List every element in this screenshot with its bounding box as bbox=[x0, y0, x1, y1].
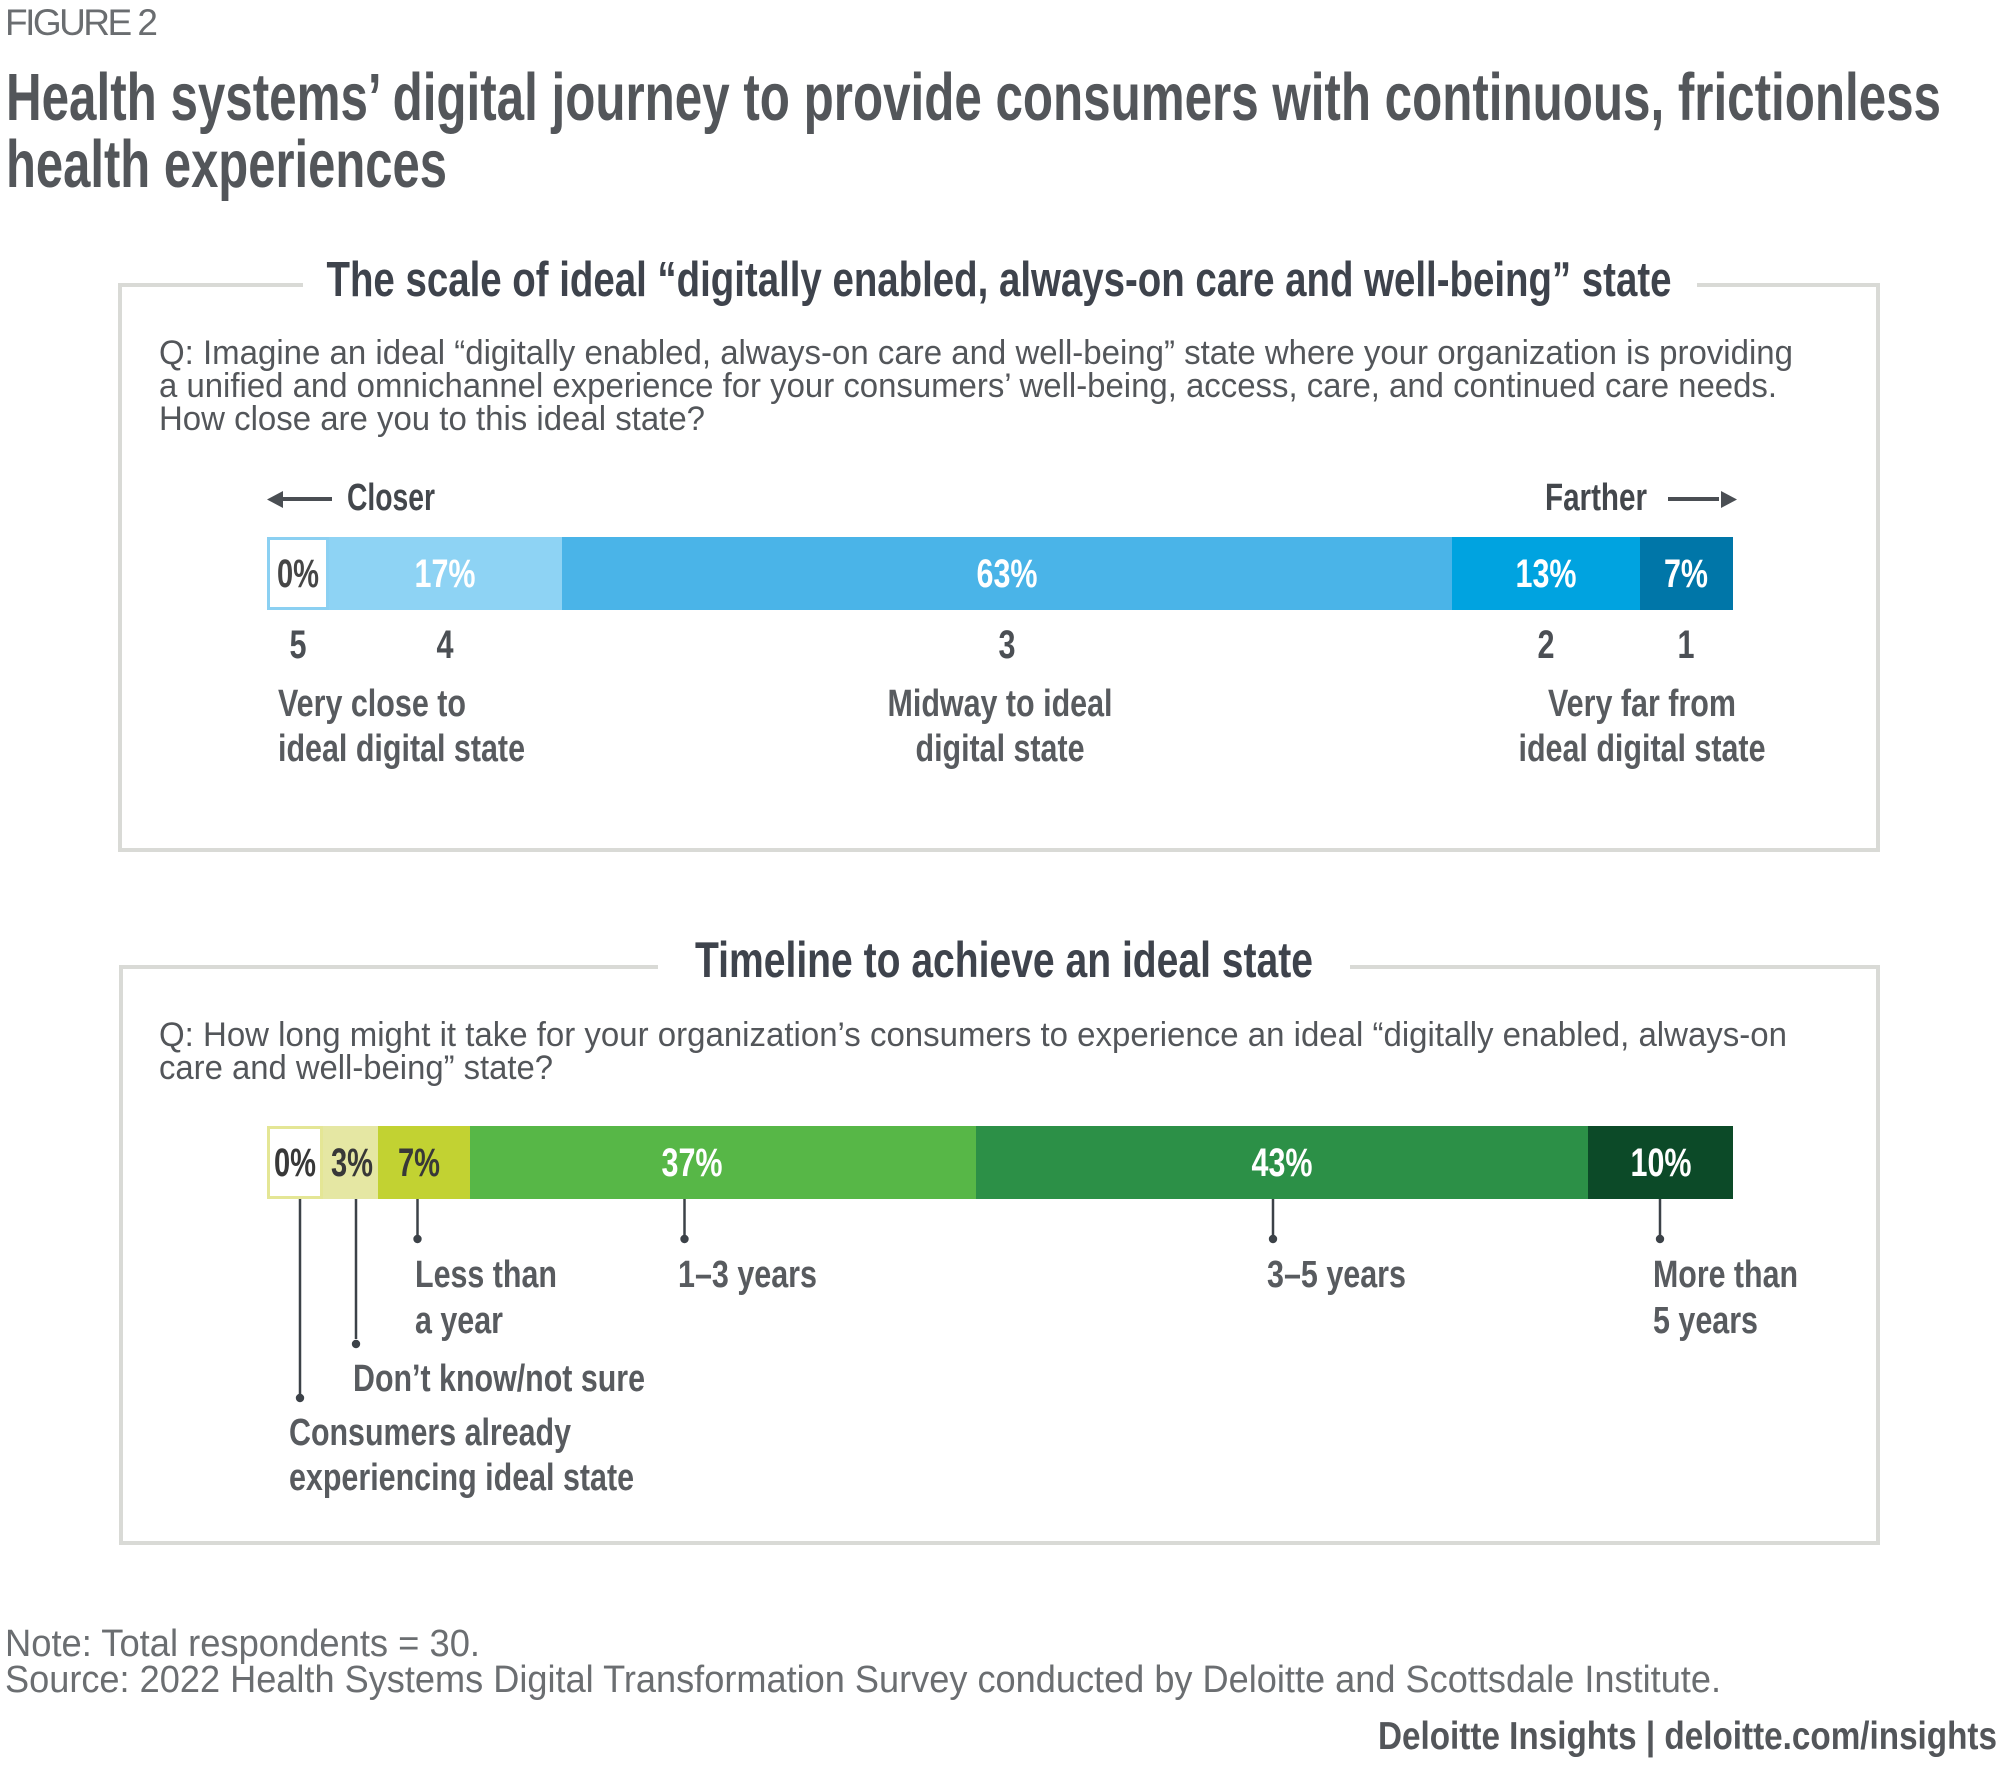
svg-text:0%: 0% bbox=[274, 1141, 316, 1185]
svg-text:FIGURE 2: FIGURE 2 bbox=[5, 2, 158, 43]
svg-text:experiencing ideal state: experiencing ideal state bbox=[289, 1457, 634, 1499]
svg-text:1: 1 bbox=[1678, 623, 1695, 667]
svg-text:Farther: Farther bbox=[1545, 477, 1647, 519]
svg-text:a year: a year bbox=[415, 1300, 503, 1342]
svg-text:43%: 43% bbox=[1252, 1141, 1313, 1185]
svg-text:3–5 years: 3–5 years bbox=[1267, 1254, 1406, 1296]
svg-text:More than: More than bbox=[1653, 1254, 1798, 1296]
svg-text:The scale of ideal “digitally: The scale of ideal “digitally enabled, a… bbox=[327, 253, 1672, 307]
svg-text:Don’t know/not sure: Don’t know/not sure bbox=[353, 1358, 645, 1400]
svg-text:7%: 7% bbox=[398, 1141, 440, 1185]
svg-text:4: 4 bbox=[437, 623, 455, 667]
svg-text:digital state: digital state bbox=[916, 728, 1085, 770]
svg-text:health experiences: health experiences bbox=[6, 127, 447, 202]
svg-text:5 years: 5 years bbox=[1653, 1300, 1758, 1342]
svg-text:5: 5 bbox=[290, 623, 307, 667]
svg-text:Q: Imagine an ideal “digitally: Q: Imagine an ideal “digitally enabled, … bbox=[159, 334, 1793, 372]
svg-text:care and well-being” state?: care and well-being” state? bbox=[159, 1049, 553, 1087]
svg-text:2: 2 bbox=[1538, 623, 1555, 667]
svg-text:3: 3 bbox=[999, 623, 1016, 667]
svg-text:Deloitte Insights | deloitte.c: Deloitte Insights | deloitte.com/insight… bbox=[1378, 1715, 1997, 1758]
svg-text:Note: Total respondents = 30.: Note: Total respondents = 30. bbox=[5, 1623, 480, 1665]
svg-text:17%: 17% bbox=[415, 552, 476, 596]
svg-text:Source: 2022 Health Systems Di: Source: 2022 Health Systems Digital Tran… bbox=[5, 1659, 1721, 1701]
svg-text:Very close to: Very close to bbox=[278, 683, 466, 725]
svg-text:Consumers already: Consumers already bbox=[289, 1412, 571, 1454]
svg-text:How close are you to this idea: How close are you to this ideal state? bbox=[159, 400, 705, 438]
svg-text:ideal digital state: ideal digital state bbox=[1519, 728, 1766, 770]
svg-text:Midway to ideal: Midway to ideal bbox=[888, 683, 1113, 725]
svg-text:Less than: Less than bbox=[415, 1254, 557, 1296]
svg-text:63%: 63% bbox=[977, 552, 1038, 596]
svg-text:13%: 13% bbox=[1516, 552, 1577, 596]
svg-text:7%: 7% bbox=[1664, 552, 1708, 596]
svg-text:a unified and omnichannel expe: a unified and omnichannel experience for… bbox=[159, 367, 1777, 405]
svg-text:1–3 years: 1–3 years bbox=[678, 1254, 817, 1296]
svg-text:0%: 0% bbox=[277, 552, 319, 596]
svg-text:Q: How long might it take for: Q: How long might it take for your organ… bbox=[159, 1016, 1787, 1054]
svg-text:10%: 10% bbox=[1631, 1141, 1692, 1185]
svg-text:Timeline to achieve an ideal s: Timeline to achieve an ideal state bbox=[695, 932, 1313, 988]
svg-text:Very far from: Very far from bbox=[1548, 683, 1736, 725]
svg-text:ideal digital state: ideal digital state bbox=[278, 728, 525, 770]
svg-text:37%: 37% bbox=[662, 1141, 723, 1185]
svg-text:Closer: Closer bbox=[347, 477, 435, 519]
svg-text:Health systems’ digital journe: Health systems’ digital journey to provi… bbox=[6, 60, 1941, 135]
svg-text:3%: 3% bbox=[331, 1141, 373, 1185]
